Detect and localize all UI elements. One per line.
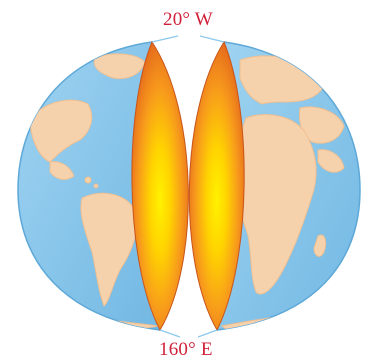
top-meridian-pointer bbox=[151, 35, 225, 43]
left-hemisphere bbox=[17, 41, 162, 331]
top-meridian-label: 20° W bbox=[163, 9, 213, 30]
bottom-meridian-pointer bbox=[159, 329, 218, 338]
bottom-meridian-label: 160° E bbox=[159, 339, 213, 360]
